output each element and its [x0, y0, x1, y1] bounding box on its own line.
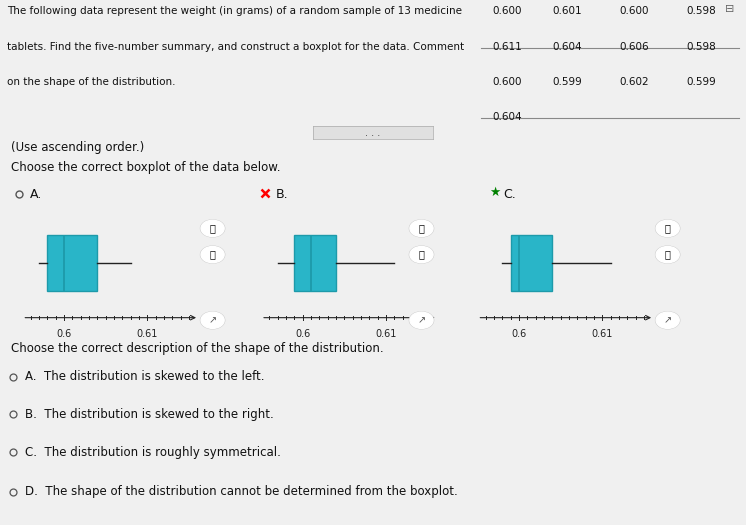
- Text: A.: A.: [30, 188, 42, 201]
- Text: . . .: . . .: [366, 128, 380, 138]
- Text: tablets. Find the five-number summary, and construct a boxplot for the data. Com: tablets. Find the five-number summary, a…: [7, 41, 465, 51]
- Circle shape: [201, 247, 224, 262]
- Circle shape: [201, 220, 225, 237]
- Text: C.  The distribution is roughly symmetrical.: C. The distribution is roughly symmetric…: [25, 446, 280, 459]
- Text: on the shape of the distribution.: on the shape of the distribution.: [7, 77, 176, 87]
- Circle shape: [410, 312, 433, 328]
- Text: 0.61: 0.61: [375, 329, 397, 339]
- Text: 0.61: 0.61: [137, 329, 158, 339]
- Text: 0.6: 0.6: [57, 329, 72, 339]
- Text: 0.602: 0.602: [619, 77, 649, 87]
- Text: 🔍: 🔍: [210, 249, 216, 259]
- Text: 0.601: 0.601: [552, 6, 582, 16]
- Text: C.: C.: [504, 188, 516, 201]
- Circle shape: [656, 220, 679, 236]
- Text: 🔍: 🔍: [419, 223, 424, 233]
- Circle shape: [656, 247, 679, 262]
- Circle shape: [410, 246, 433, 263]
- Text: 🔍: 🔍: [665, 249, 671, 259]
- Text: 0.6: 0.6: [295, 329, 310, 339]
- Text: ↗: ↗: [418, 315, 425, 325]
- Circle shape: [410, 247, 433, 262]
- Bar: [511, 235, 552, 290]
- Circle shape: [410, 220, 433, 237]
- Text: Choose the correct boxplot of the data below.: Choose the correct boxplot of the data b…: [11, 161, 280, 174]
- Circle shape: [656, 246, 680, 263]
- Text: 0.599: 0.599: [552, 77, 582, 87]
- Text: 0.6: 0.6: [512, 329, 527, 339]
- Text: The following data represent the weight (in grams) of a random sample of 13 medi: The following data represent the weight …: [7, 6, 463, 16]
- Text: B.  The distribution is skewed to the right.: B. The distribution is skewed to the rig…: [25, 408, 273, 421]
- Circle shape: [410, 220, 433, 236]
- Circle shape: [201, 220, 224, 236]
- Bar: [295, 235, 336, 290]
- Bar: [47, 235, 97, 290]
- Text: ★: ★: [489, 186, 501, 200]
- Text: Choose the correct description of the shape of the distribution.: Choose the correct description of the sh…: [11, 342, 383, 355]
- Text: D.  The shape of the distribution cannot be determined from the boxplot.: D. The shape of the distribution cannot …: [25, 486, 457, 498]
- Circle shape: [201, 312, 225, 329]
- Text: ⊟: ⊟: [725, 4, 735, 14]
- Text: 🔍: 🔍: [665, 223, 671, 233]
- Text: 0.600: 0.600: [492, 77, 522, 87]
- Text: 0.604: 0.604: [492, 112, 522, 122]
- Text: 0.599: 0.599: [686, 77, 716, 87]
- Text: 🔍: 🔍: [419, 249, 424, 259]
- Circle shape: [410, 312, 433, 329]
- Text: 0.61: 0.61: [592, 329, 613, 339]
- Circle shape: [656, 220, 680, 237]
- Text: 0.604: 0.604: [552, 41, 582, 51]
- Circle shape: [656, 312, 680, 329]
- Text: 0.598: 0.598: [686, 41, 716, 51]
- Text: B.: B.: [276, 188, 289, 201]
- Text: 0.606: 0.606: [619, 41, 649, 51]
- Text: 🔍: 🔍: [210, 223, 216, 233]
- Text: (Use ascending order.): (Use ascending order.): [11, 141, 145, 154]
- Text: 0.598: 0.598: [686, 6, 716, 16]
- Circle shape: [201, 246, 225, 263]
- Circle shape: [201, 312, 224, 328]
- Text: A.  The distribution is skewed to the left.: A. The distribution is skewed to the lef…: [25, 370, 264, 383]
- Text: 0.611: 0.611: [492, 41, 522, 51]
- Text: ↗: ↗: [209, 315, 216, 325]
- Text: ↗: ↗: [664, 315, 671, 325]
- Text: 0.600: 0.600: [492, 6, 522, 16]
- Text: 0.600: 0.600: [619, 6, 649, 16]
- Circle shape: [656, 312, 679, 328]
